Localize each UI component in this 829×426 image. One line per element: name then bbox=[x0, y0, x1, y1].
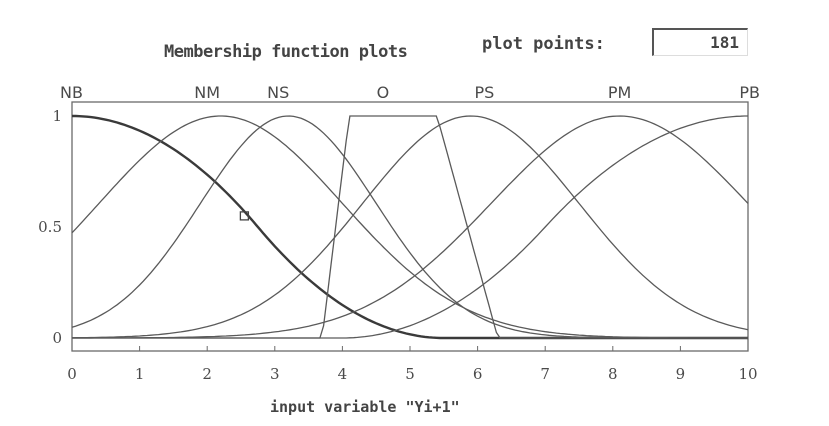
selected-point-marker[interactable] bbox=[239, 211, 250, 221]
plot-points-input[interactable]: 181 bbox=[652, 28, 748, 56]
plot-points-label: plot points: bbox=[482, 34, 605, 54]
x-tick-label: 9 bbox=[676, 365, 686, 383]
mf-label-nm[interactable]: NM bbox=[194, 83, 220, 102]
mf-label-ps[interactable]: PS bbox=[474, 83, 494, 102]
mf-label-pm[interactable]: PM bbox=[608, 83, 631, 102]
mf-curve-pb[interactable] bbox=[72, 115, 748, 339]
x-tick-label: 3 bbox=[270, 365, 280, 383]
x-tick-label: 5 bbox=[405, 365, 415, 383]
x-tick-label: 1 bbox=[135, 365, 145, 383]
y-tick-label: 0.5 bbox=[38, 218, 62, 236]
y-tick-label: 1 bbox=[52, 107, 62, 125]
mf-label-ns[interactable]: NS bbox=[267, 83, 289, 102]
plot-title: Membership function plots bbox=[164, 42, 408, 62]
x-tick-label: 6 bbox=[473, 365, 483, 383]
y-tick-label: 0 bbox=[52, 329, 62, 347]
x-tick-label: 0 bbox=[67, 365, 77, 383]
mf-label-pb[interactable]: PB bbox=[739, 83, 760, 102]
plot-frame bbox=[71, 101, 749, 352]
membership-labels: NB NM NS O PS PM PB bbox=[60, 83, 760, 102]
mf-curve-pm[interactable] bbox=[72, 115, 749, 339]
x-tick-label: 2 bbox=[202, 365, 212, 383]
x-tick-label: 7 bbox=[540, 365, 550, 383]
mf-curve-ps[interactable] bbox=[71, 115, 749, 339]
plot-axes bbox=[71, 101, 749, 352]
mf-label-o[interactable]: O bbox=[377, 83, 390, 102]
x-axis-label: input variable "Yi+1" bbox=[270, 398, 460, 416]
x-tick-label: 10 bbox=[738, 365, 757, 383]
mf-label-nb[interactable]: NB bbox=[60, 83, 83, 102]
membership-curves[interactable] bbox=[71, 114, 749, 340]
x-tick-label: 8 bbox=[608, 365, 618, 383]
axis-ticks: 0 1 2 3 4 5 6 7 8 9 10 0 0.5 1 bbox=[38, 107, 757, 383]
x-tick-label: 4 bbox=[338, 365, 348, 383]
